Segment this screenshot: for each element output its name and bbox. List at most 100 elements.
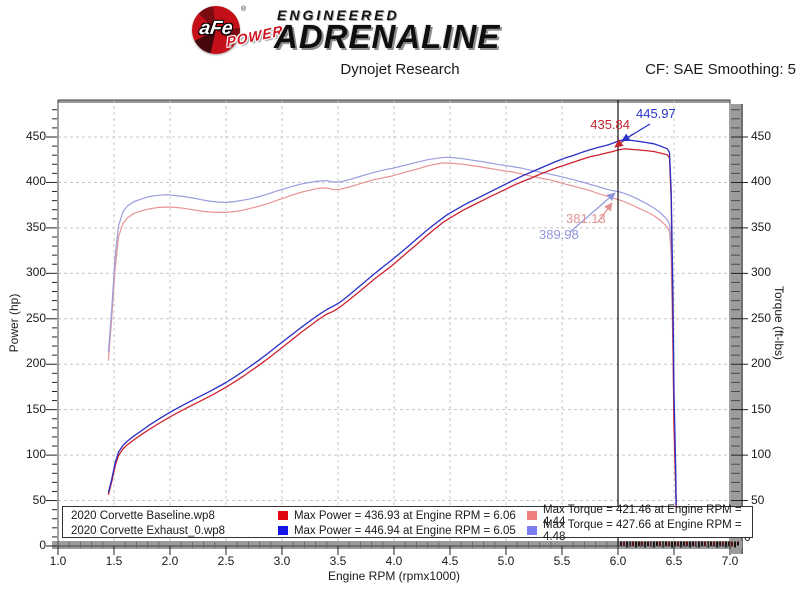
torque-color-swatch xyxy=(527,526,538,535)
band-activity-mark xyxy=(668,541,670,547)
band-activity-mark xyxy=(704,541,706,547)
x-axis-label-5.0: 5.0 xyxy=(497,554,515,568)
right-bevel-band xyxy=(731,104,742,554)
engineered-wordmark: ENGINEERED xyxy=(277,7,400,23)
power-exhaust-value: 445.97 xyxy=(636,106,676,121)
band-activity-mark xyxy=(632,541,634,547)
max-power-text: Max Power = 436.93 at Engine RPM = 6.06 xyxy=(293,509,516,522)
left-axis-label-450: 450 xyxy=(25,129,46,143)
registered-trademark-icon: ® xyxy=(241,6,247,13)
adrenaline-wordmark: ADRENALINE xyxy=(274,18,501,55)
curve-baseline-torque-ft-lbs- xyxy=(107,162,677,515)
x-axis-label-5.5: 5.5 xyxy=(553,554,571,568)
chart-title: Dynojet Research xyxy=(340,61,460,78)
torque-baseline-value-arrow xyxy=(597,202,613,223)
max-torque-text: Max Torque = 421.46 at Engine RPM = 4.44 xyxy=(543,503,742,528)
x-axis-label-4.5: 4.5 xyxy=(441,554,459,568)
legend-run-name: 2020 Corvette Baseline.wp8 xyxy=(71,509,215,522)
band-activity-mark xyxy=(656,541,658,546)
correction-factor-label: CF: SAE Smoothing: 5 xyxy=(645,61,796,78)
right-axis-label-200: 200 xyxy=(751,356,772,371)
x-axis-label-4.0: 4.0 xyxy=(385,554,403,568)
x-axis-label-2.0: 2.0 xyxy=(161,554,179,568)
band-activity-mark xyxy=(623,541,625,547)
right-axis-label-250: 250 xyxy=(751,310,772,325)
right-axis-label-50: 50 xyxy=(751,492,765,507)
curve-baseline-power-hp- xyxy=(107,148,677,510)
band-activity-mark xyxy=(641,541,643,547)
band-activity-mark xyxy=(683,541,685,546)
legend-row-1: 2020 Corvette Baseline.wp8 Max Power = 43… xyxy=(63,504,752,528)
power-baseline-value: 435.84 xyxy=(590,117,630,132)
afe-logo-circle-icon: aFe xyxy=(192,6,240,54)
left-axis-label-250: 250 xyxy=(25,310,46,325)
band-activity-mark xyxy=(650,541,652,547)
band-activity-mark xyxy=(701,541,703,546)
legend-row-2: 2020 Corvette Exhaust_0.wp8 Max Power = 4… xyxy=(63,519,752,543)
band-activity-mark xyxy=(734,541,736,548)
left-axis-label-300: 300 xyxy=(25,265,46,280)
left-axis-label-350: 350 xyxy=(25,219,46,234)
band-activity-mark xyxy=(689,541,691,548)
band-activity-mark xyxy=(698,541,700,548)
x-axis-label-6.5: 6.5 xyxy=(665,554,683,568)
band-activity-mark xyxy=(710,541,712,546)
power-color-swatch xyxy=(277,526,288,535)
x-axis-label-3.0: 3.0 xyxy=(273,554,291,568)
bottom-bevel-band xyxy=(52,541,742,549)
max-power-text: Max Power = 446.94 at Engine RPM = 6.05 xyxy=(293,524,516,537)
band-activity-mark xyxy=(626,541,628,548)
power-color-swatch xyxy=(277,511,288,520)
x-axis-label-3.5: 3.5 xyxy=(329,554,347,568)
band-activity-mark xyxy=(731,541,733,547)
band-activity-mark xyxy=(686,541,688,547)
band-activity-mark xyxy=(725,541,727,548)
band-activity-mark xyxy=(728,541,730,546)
band-activity-mark xyxy=(647,541,649,546)
band-activity-mark xyxy=(635,541,637,548)
left-axis-label-200: 200 xyxy=(25,356,46,371)
right-axis-label-100: 100 xyxy=(751,447,772,462)
left-axis-label-100: 100 xyxy=(25,447,46,462)
band-activity-mark xyxy=(659,541,661,547)
torque-baseline-value: 381.13 xyxy=(566,211,606,226)
left-axis-label-50: 50 xyxy=(32,492,46,507)
band-activity-mark xyxy=(680,541,682,548)
power-exhaust-value-arrow xyxy=(621,123,651,142)
band-activity-mark xyxy=(713,541,715,547)
band-activity-mark xyxy=(722,541,724,547)
right-axis-label-350: 350 xyxy=(751,219,772,234)
left-axis-label-150: 150 xyxy=(25,401,46,416)
band-activity-mark xyxy=(737,541,739,546)
x-axis-label-6.0: 6.0 xyxy=(609,554,627,568)
right-axis-label-400: 400 xyxy=(751,174,772,189)
x-axis-label-1.5: 1.5 xyxy=(105,554,123,568)
right-axis-title: Torque (ft-lbs) xyxy=(772,285,786,361)
torque-exhaust-value: 389.98 xyxy=(539,227,579,242)
x-axis-label-2.5: 2.5 xyxy=(217,554,235,568)
band-activity-mark xyxy=(653,541,655,548)
band-activity-mark xyxy=(644,541,646,548)
right-axis-label-150: 150 xyxy=(751,401,772,416)
legend-run-name: 2020 Corvette Exhaust_0.wp8 xyxy=(71,524,226,537)
left-axis-label-400: 400 xyxy=(25,174,46,189)
band-activity-mark xyxy=(620,541,622,546)
right-axis-label-450: 450 xyxy=(751,129,772,143)
legend-box: 2020 Corvette Baseline.wp8 Max Power = 43… xyxy=(62,504,753,543)
left-axis-label-0: 0 xyxy=(39,538,46,552)
band-activity-mark xyxy=(716,541,718,548)
band-activity-mark xyxy=(674,541,676,546)
x-axis-label-1.0: 1.0 xyxy=(49,554,67,568)
band-activity-mark xyxy=(671,541,673,548)
torque-color-swatch xyxy=(527,511,538,520)
x-axis-title: Engine RPM (rpmx1000) xyxy=(327,569,461,583)
band-activity-mark xyxy=(677,541,679,547)
x-axis-label-7.0: 7.0 xyxy=(721,554,739,568)
torque-exhaust-value-arrow xyxy=(569,192,616,233)
right-axis-label-300: 300 xyxy=(751,265,772,280)
band-activity-mark xyxy=(638,541,640,546)
band-activity-mark xyxy=(719,541,721,546)
band-activity-mark xyxy=(692,541,694,546)
